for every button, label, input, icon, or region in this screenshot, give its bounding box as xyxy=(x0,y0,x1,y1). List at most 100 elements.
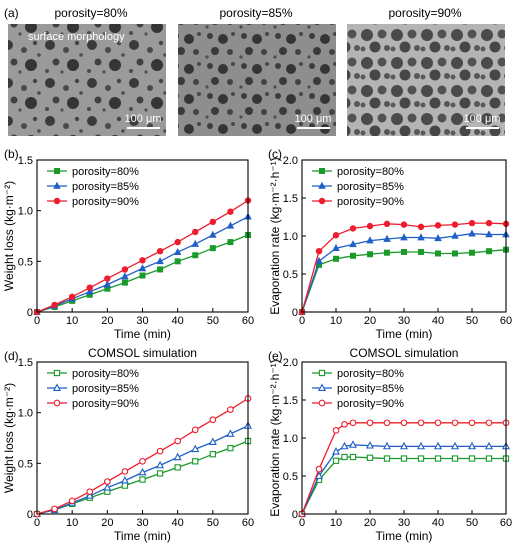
data-point xyxy=(383,220,391,228)
data-point xyxy=(156,447,164,455)
data-point xyxy=(103,280,112,288)
legend-entry: porosity=80% xyxy=(312,368,404,380)
data-point xyxy=(468,455,476,462)
data-point xyxy=(365,441,375,449)
legend-label: porosity=90% xyxy=(72,398,139,410)
data-point xyxy=(156,257,164,265)
data-point xyxy=(383,234,391,242)
data-point xyxy=(417,419,425,427)
data-point xyxy=(157,266,164,273)
plot-frame xyxy=(301,361,507,515)
data-point xyxy=(174,258,181,265)
data-point xyxy=(173,452,182,461)
data-point xyxy=(51,301,58,309)
legend-entry: porosity=90% xyxy=(47,398,139,410)
x-tick-label: 50 xyxy=(207,517,219,529)
data-point xyxy=(332,255,339,262)
series-porosity-85 xyxy=(32,421,253,517)
data-point xyxy=(340,441,349,450)
data-point xyxy=(417,248,424,255)
legend-entry: porosity=85% xyxy=(47,383,139,395)
legend-entry: porosity=80% xyxy=(47,166,139,178)
data-point xyxy=(156,470,164,477)
data-point xyxy=(68,293,76,300)
data-point xyxy=(383,455,391,462)
plot-frame xyxy=(36,361,249,515)
data-point xyxy=(209,245,216,252)
legend-entry: porosity=85% xyxy=(47,181,139,193)
data-point xyxy=(192,458,199,465)
legend-label: porosity=85% xyxy=(337,383,404,395)
legend-marker xyxy=(52,383,62,391)
data-point xyxy=(227,208,234,215)
data-point xyxy=(485,248,492,255)
data-point xyxy=(434,250,441,257)
data-point xyxy=(451,455,459,462)
y-tick-label: 1.5 xyxy=(283,395,298,407)
data-point xyxy=(434,455,442,462)
data-point xyxy=(173,247,182,256)
data-point xyxy=(315,256,323,264)
y-axis-label: Evaporation rate (kg·m⁻²·h⁻¹) xyxy=(268,157,282,314)
chart-title-d: COMSOL simulation xyxy=(88,346,197,360)
data-point xyxy=(332,457,340,464)
data-point xyxy=(85,287,94,295)
y-tick-label: 1.0 xyxy=(18,206,33,218)
y-tick-label: 1.0 xyxy=(283,231,298,243)
data-point xyxy=(86,284,93,291)
data-point xyxy=(468,249,475,256)
data-point xyxy=(349,419,357,427)
x-axis-label: Time (min) xyxy=(114,327,171,341)
legend-label: porosity=90% xyxy=(72,196,139,208)
y-tick-label: 0.5 xyxy=(283,471,298,483)
x-tick-label: 0 xyxy=(34,517,40,529)
x-tick-label: 50 xyxy=(466,315,478,327)
legend-marker xyxy=(317,383,327,391)
data-point xyxy=(191,239,200,247)
sem-micrograph-90 xyxy=(347,24,505,136)
data-point xyxy=(174,238,181,246)
panel-label-c: (c) xyxy=(268,147,282,161)
panel-label-d: (d) xyxy=(4,349,19,363)
data-point xyxy=(103,478,111,485)
data-point xyxy=(341,420,348,428)
data-point xyxy=(226,221,235,229)
plot-frame xyxy=(301,159,507,313)
legend-marker xyxy=(318,369,326,377)
data-point xyxy=(400,233,408,241)
data-point xyxy=(341,453,348,461)
legend-marker xyxy=(318,399,326,407)
x-tick-label: 20 xyxy=(101,517,113,529)
data-point xyxy=(226,429,235,437)
chart-e: (e) COMSOL simulation 0 10 20 30 40 50 60 0 0.5 1.0… xyxy=(268,346,512,543)
data-point xyxy=(467,441,477,450)
series-line xyxy=(36,397,249,515)
x-tick-label: 30 xyxy=(136,315,148,327)
x-tick-label: 10 xyxy=(66,517,78,529)
series-porosity-85 xyxy=(298,229,510,315)
data-point xyxy=(485,455,493,462)
data-point xyxy=(349,453,357,461)
chart-title-e: COMSOL simulation xyxy=(350,346,459,360)
sem-micrograph-85 xyxy=(178,24,336,136)
x-tick-label: 60 xyxy=(242,315,254,327)
data-point xyxy=(191,426,199,434)
series-porosity-90 xyxy=(298,419,510,518)
data-point xyxy=(451,221,459,228)
data-point xyxy=(434,234,442,242)
data-point xyxy=(400,419,408,427)
x-tick-label: 60 xyxy=(242,517,254,529)
data-point xyxy=(416,441,426,450)
data-point xyxy=(51,505,58,513)
x-tick-label: 40 xyxy=(432,517,444,529)
y-tick-label: 1.0 xyxy=(283,433,298,445)
legend-label: porosity=80% xyxy=(337,368,404,380)
data-point xyxy=(400,455,408,462)
series-porosity-85 xyxy=(297,440,511,517)
y-axis-label: Evaporation rate (kg·m⁻²·h⁻¹) xyxy=(268,359,282,516)
data-point xyxy=(366,419,374,427)
data-point xyxy=(332,243,340,251)
data-point xyxy=(331,447,341,455)
data-point xyxy=(417,455,425,462)
y-tick-label: 0 xyxy=(292,307,298,319)
